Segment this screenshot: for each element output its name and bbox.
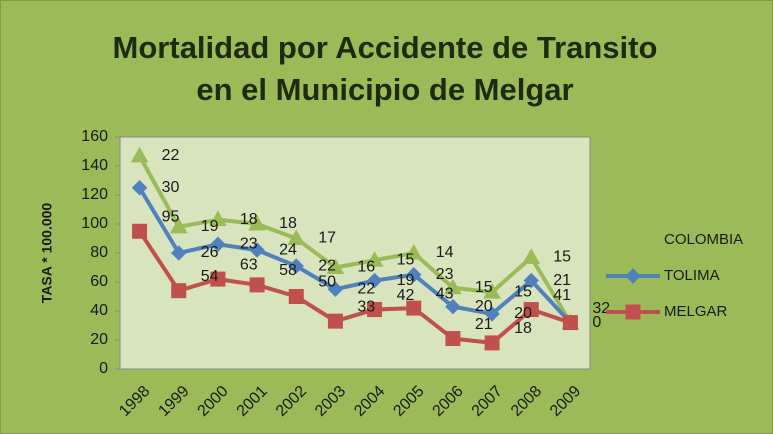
data-point <box>484 335 500 351</box>
data-point <box>130 146 149 163</box>
y-tick-label: 100 <box>81 215 108 232</box>
series-line <box>137 186 572 324</box>
data-label: 20 <box>475 298 493 315</box>
data-point <box>248 214 266 231</box>
data-point <box>367 302 383 318</box>
chart-subtitle: en el Municipio de Melgar <box>196 72 573 107</box>
data-point <box>484 306 500 322</box>
legend-label: COLOMBIA <box>664 231 743 248</box>
data-label: 16 <box>357 259 375 276</box>
data-label: 95 <box>162 208 180 225</box>
y-axis-label: TASA * 100.000 <box>39 203 55 304</box>
y-tick-label: 60 <box>90 273 108 290</box>
data-point <box>326 258 345 274</box>
data-label: 23 <box>436 266 454 283</box>
data-point <box>132 223 148 239</box>
data-point <box>288 289 304 304</box>
data-label: 50 <box>318 274 336 291</box>
data-label: 0 <box>592 314 601 331</box>
y-tick-label: 160 <box>81 128 108 145</box>
series-line <box>137 154 573 324</box>
data-point <box>483 283 501 299</box>
legend-marker <box>625 304 641 320</box>
data-point <box>210 236 226 253</box>
data-label: 14 <box>436 244 454 261</box>
data-label: 21 <box>475 316 493 333</box>
data-label: 19 <box>397 272 415 289</box>
data-point <box>249 242 265 258</box>
data-label: 23 <box>240 236 258 253</box>
data-label: 30 <box>162 179 180 196</box>
y-tick-label: 40 <box>90 302 108 319</box>
data-point <box>445 331 461 347</box>
data-label: 15 <box>514 283 532 300</box>
data-label: 42 <box>397 287 415 304</box>
data-label: 22 <box>318 257 336 274</box>
data-label: 58 <box>279 262 297 279</box>
data-label: 24 <box>279 241 297 258</box>
data-point <box>522 248 541 264</box>
data-label: 33 <box>357 298 375 315</box>
y-tick-label: 120 <box>81 186 108 203</box>
data-point <box>249 277 265 293</box>
data-label: 32 <box>592 300 610 317</box>
data-point <box>209 210 227 227</box>
data-point <box>287 229 306 245</box>
data-label: 15 <box>475 279 493 296</box>
data-label: 63 <box>240 256 258 273</box>
data-label: 41 <box>553 287 571 304</box>
data-label: 26 <box>201 244 219 261</box>
data-point <box>404 243 423 260</box>
legend-marker <box>625 268 641 284</box>
data-label: 22 <box>357 280 375 297</box>
y-tick-label: 20 <box>90 331 108 348</box>
data-point <box>445 298 461 315</box>
data-point <box>562 315 578 331</box>
y-tick-label: 80 <box>90 244 108 261</box>
data-label: 18 <box>240 211 258 228</box>
data-label: 21 <box>553 272 571 289</box>
data-point <box>210 271 226 287</box>
data-label: 15 <box>397 251 415 268</box>
legend-label: MELGAR <box>664 303 728 320</box>
plot-area <box>119 136 591 370</box>
data-point <box>327 313 343 329</box>
data-label: 43 <box>436 285 454 302</box>
data-point <box>327 281 344 297</box>
data-point <box>406 300 422 316</box>
data-point <box>169 217 188 234</box>
y-tick-label: 140 <box>81 157 108 174</box>
data-label: 17 <box>318 230 336 247</box>
data-point <box>523 302 539 318</box>
data-label: 19 <box>201 218 219 235</box>
legend-label: TOLIMA <box>664 267 720 284</box>
data-point <box>365 251 384 267</box>
y-tick-label: 0 <box>99 360 108 377</box>
data-point <box>444 278 462 295</box>
data-label: 18 <box>279 215 297 232</box>
data-point <box>288 258 304 274</box>
legend-marker <box>624 230 642 247</box>
data-label: 18 <box>514 320 532 337</box>
data-point <box>523 272 539 289</box>
data-point <box>171 283 187 299</box>
data-label: 54 <box>201 268 219 285</box>
data-label: 22 <box>162 147 180 164</box>
data-label: 20 <box>514 305 532 322</box>
data-point <box>366 272 383 289</box>
data-point <box>171 245 187 261</box>
chart-title: Mortalidad por Accidente de Transito <box>113 30 658 65</box>
data-point <box>131 180 148 196</box>
data-point <box>406 267 422 283</box>
data-label: 15 <box>553 249 571 266</box>
